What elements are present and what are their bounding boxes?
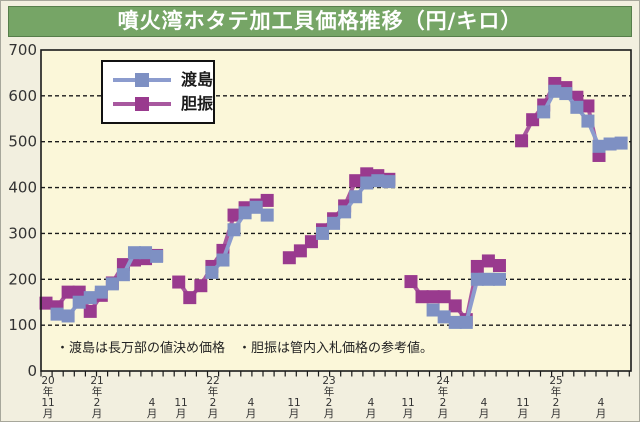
chart-legend: 渡島 胆振 — [101, 60, 215, 124]
footnote: ・渡島は長万部の値決め価格 ・胆振は管内入札価格の参考値。 — [56, 341, 434, 356]
x-axis-label: 25 年 2 月 — [549, 375, 562, 420]
title-bar: 噴火湾ホタテ加工貝価格推移（円/キロ） — [8, 6, 632, 37]
legend-label-oshima: 渡島 — [181, 70, 214, 89]
legend-label-iburi: 胆振 — [181, 94, 214, 113]
x-axis-label: 23 年 2 月 — [322, 375, 335, 420]
x-axis-label: 20 年 11 月 — [41, 375, 54, 420]
svg-text:0: 0 — [27, 362, 37, 380]
svg-text:300: 300 — [8, 224, 37, 242]
svg-text:100: 100 — [8, 316, 37, 334]
page-title: 噴火湾ホタテ加工貝価格推移（円/キロ） — [117, 9, 523, 33]
x-axis-label: 11 月 — [401, 397, 414, 420]
x-axis-label: 11 月 — [516, 397, 529, 420]
svg-text:700: 700 — [8, 41, 37, 59]
oshima-marker-icon — [113, 73, 171, 87]
legend-item-oshima: 渡島 — [113, 68, 213, 92]
svg-text:200: 200 — [8, 270, 37, 288]
iburi-marker-icon — [113, 97, 171, 111]
legend-item-iburi: 胆振 — [113, 92, 213, 116]
x-axis-label: 24 年 2 月 — [436, 375, 450, 420]
svg-text:500: 500 — [8, 133, 37, 151]
x-axis-label: 11 月 — [287, 397, 300, 420]
svg-text:400: 400 — [8, 179, 37, 197]
svg-text:600: 600 — [8, 87, 37, 105]
x-axis-label: 21 年 2 月 — [90, 375, 103, 420]
x-axis-label: 11 月 — [174, 397, 187, 420]
x-axis-label: 22 年 2 月 — [206, 375, 219, 420]
